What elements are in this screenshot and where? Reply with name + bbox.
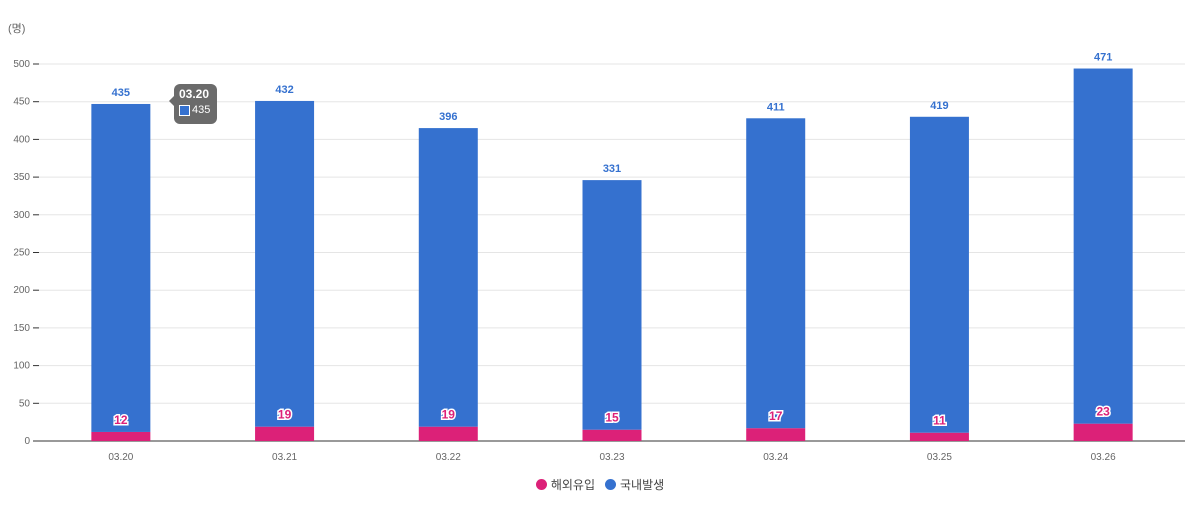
y-tick-label: 150 <box>13 323 30 334</box>
data-label-overseas: 15 <box>605 411 619 425</box>
legend-item-overseas[interactable]: 해외유입 <box>535 476 595 493</box>
y-tick-label: 200 <box>13 285 30 296</box>
tooltip-row: 435 <box>179 102 212 118</box>
bar-domestic <box>255 100 315 427</box>
bar-overseas <box>418 426 478 441</box>
x-tick-label: 03.24 <box>763 452 788 463</box>
x-tick-label: 03.23 <box>599 452 624 463</box>
bar-overseas <box>746 428 806 441</box>
bar-domestic <box>582 180 642 430</box>
data-label-domestic: 435 <box>112 87 130 99</box>
legend-marker-overseas <box>535 479 547 490</box>
y-tick-label: 450 <box>13 97 30 108</box>
data-label-overseas: 23 <box>1096 405 1110 419</box>
legend: 해외유입 국내발생 <box>0 476 1200 493</box>
data-label-domestic: 432 <box>275 84 293 96</box>
x-tick-label: 03.26 <box>1091 452 1116 463</box>
bar-overseas <box>909 432 969 441</box>
bar-domestic <box>746 118 806 429</box>
legend-label-domestic: 국내발생 <box>620 478 665 492</box>
y-tick-label: 250 <box>13 248 30 259</box>
data-label-overseas: 19 <box>442 408 456 422</box>
data-label-overseas: 19 <box>278 408 292 422</box>
data-label-overseas: 11 <box>933 414 946 428</box>
x-tick-label: 03.20 <box>108 452 133 463</box>
data-label-overseas: 17 <box>769 409 783 423</box>
tooltip: 03.20 435 <box>169 84 217 124</box>
tooltip-title: 03.20 <box>179 87 210 101</box>
bar-overseas <box>91 431 151 441</box>
x-tick-label: 03.22 <box>436 452 461 463</box>
x-tick-label: 03.21 <box>272 452 297 463</box>
legend-label-overseas: 해외유입 <box>550 478 595 492</box>
bar-domestic <box>91 103 151 432</box>
tooltip-value: 435 <box>192 104 211 116</box>
y-tick-label: 500 <box>13 59 30 70</box>
data-label-domestic: 419 <box>930 100 948 112</box>
data-label-domestic: 331 <box>603 163 621 175</box>
legend-item-domestic[interactable]: 국내발생 <box>605 476 664 493</box>
bar-domestic <box>1073 68 1133 424</box>
y-tick-label: 0 <box>24 436 30 447</box>
bar-domestic <box>909 116 969 433</box>
y-tick-label: 50 <box>19 398 31 409</box>
data-label-domestic: 411 <box>767 101 785 113</box>
tooltip-swatch <box>179 104 190 116</box>
y-axis-unit-label: (명) <box>8 23 26 35</box>
data-label-domestic: 396 <box>439 111 457 123</box>
bar-overseas <box>582 429 642 441</box>
bar-overseas <box>1073 423 1133 441</box>
data-label-overseas: 12 <box>114 413 128 427</box>
data-label-domestic: 471 <box>1094 52 1112 64</box>
legend-marker-domestic <box>605 479 616 490</box>
y-tick-label: 350 <box>13 172 30 183</box>
bar-domestic <box>418 128 478 427</box>
bar-overseas <box>255 426 315 441</box>
y-tick-label: 300 <box>13 210 30 221</box>
y-tick-label: 400 <box>13 134 30 145</box>
y-tick-label: 100 <box>13 361 30 372</box>
x-tick-label: 03.25 <box>927 452 952 463</box>
